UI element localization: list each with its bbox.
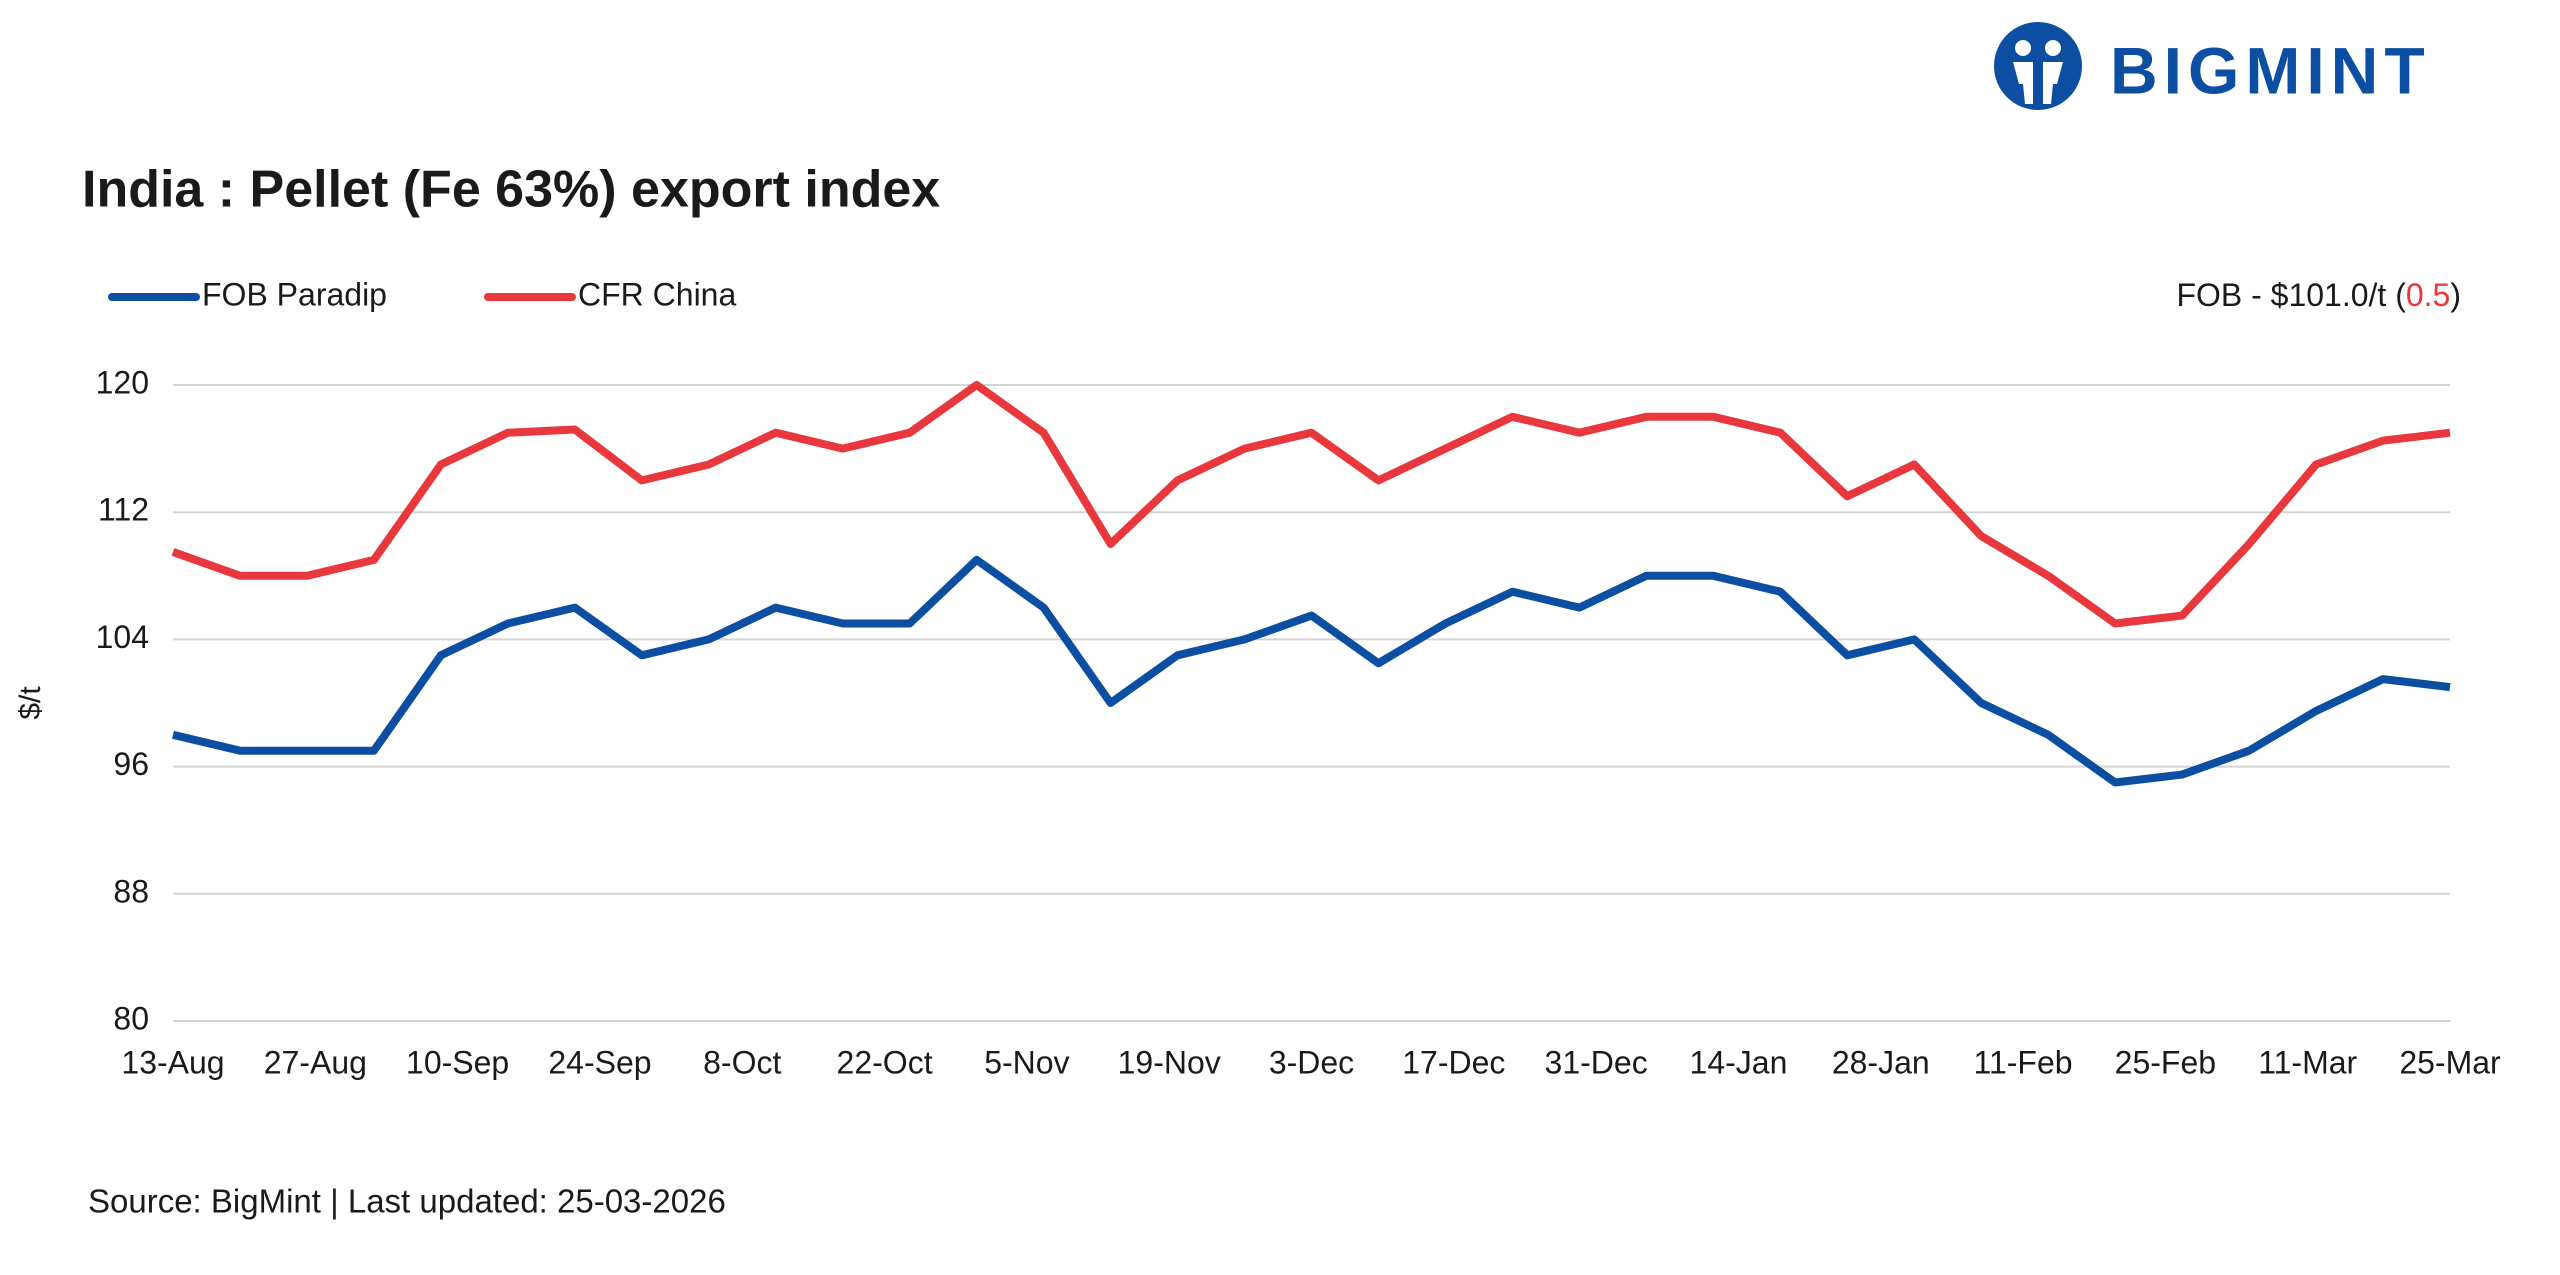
logo-text: BIGMINT xyxy=(2110,33,2431,107)
y-tick-label: 96 xyxy=(113,746,149,782)
x-tick-label: 25-Feb xyxy=(2115,1044,2216,1080)
x-tick-label: 8-Oct xyxy=(703,1044,781,1080)
chart-title: India : Pellet (Fe 63%) export index xyxy=(82,161,940,219)
y-tick-label: 112 xyxy=(98,492,149,528)
y-tick-label: 80 xyxy=(113,1000,149,1036)
logo: BIGMINT xyxy=(1994,22,2431,110)
annotation-suffix: ) xyxy=(2450,277,2461,313)
annotation-prefix: FOB - $101.0/t ( xyxy=(2176,277,2406,313)
x-tick-label: 27-Aug xyxy=(264,1044,367,1080)
y-axis-label: $/t xyxy=(14,686,47,720)
y-tick-label: 120 xyxy=(96,364,149,400)
x-tick-label: 31-Dec xyxy=(1545,1044,1648,1080)
x-tick-label: 10-Sep xyxy=(406,1044,509,1080)
x-tick-label: 19-Nov xyxy=(1118,1044,1221,1080)
series-line xyxy=(171,381,2451,628)
x-tick-label: 28-Jan xyxy=(1832,1044,1930,1080)
x-tick-label: 24-Sep xyxy=(548,1044,651,1080)
x-tick-label: 17-Dec xyxy=(1402,1044,1505,1080)
series-line xyxy=(172,555,2451,787)
legend-label: CFR China xyxy=(578,276,736,312)
logo-icon-head xyxy=(2045,40,2061,56)
y-tick-label: 104 xyxy=(96,619,149,655)
x-tick-label: 13-Aug xyxy=(121,1044,224,1080)
y-tick-label: 88 xyxy=(113,873,149,909)
x-tick-label: 11-Mar xyxy=(2258,1044,2357,1080)
x-tick-label: 22-Oct xyxy=(837,1044,933,1080)
logo-icon-head xyxy=(2015,40,2031,56)
x-tick-label: 11-Feb xyxy=(1974,1044,2073,1080)
x-tick-label: 14-Jan xyxy=(1690,1044,1788,1080)
x-tick-label: 5-Nov xyxy=(984,1044,1069,1080)
annotation: FOB - $101.0/t (0.5) xyxy=(2176,277,2461,313)
legend-label: FOB Paradip xyxy=(202,276,387,312)
logo-icon-figure xyxy=(2013,62,2063,104)
x-tick-label: 25-Mar xyxy=(2399,1044,2501,1080)
annotation-change: 0.5 xyxy=(2406,277,2450,313)
logo-icon xyxy=(1994,22,2082,110)
source: Source: BigMint | Last updated: 25-03-20… xyxy=(88,1183,726,1220)
x-tick-label: 3-Dec xyxy=(1269,1044,1354,1080)
